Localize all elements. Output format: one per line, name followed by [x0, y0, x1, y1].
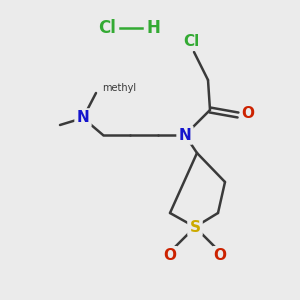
Text: N: N: [178, 128, 191, 142]
Text: Cl: Cl: [98, 19, 116, 37]
Text: H: H: [146, 19, 160, 37]
Text: N: N: [76, 110, 89, 125]
Text: Cl: Cl: [183, 34, 199, 50]
Text: methyl: methyl: [102, 83, 136, 93]
Text: O: O: [164, 248, 176, 262]
Text: S: S: [190, 220, 200, 235]
Text: O: O: [214, 248, 226, 262]
Text: O: O: [242, 106, 254, 121]
